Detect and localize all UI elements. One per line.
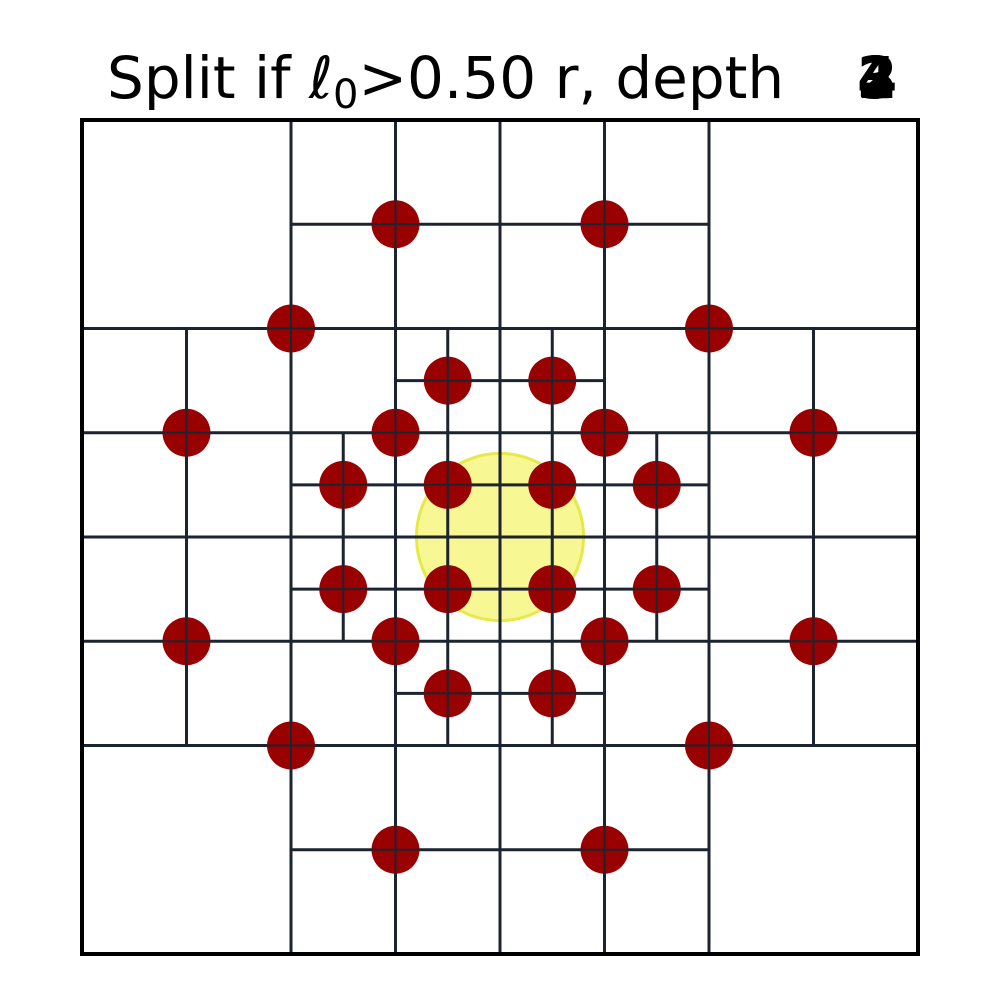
- plot-area: [80, 118, 920, 956]
- particle-grid-overlay: [82, 120, 918, 954]
- title-depth-digit: 4: [857, 44, 897, 112]
- title-overlapping-depth-digits: 2 3 4: [857, 44, 897, 112]
- domain-frame: [80, 118, 920, 956]
- title-depth-digit: 3: [857, 44, 897, 112]
- title-depth-digit: 2: [857, 44, 897, 112]
- title-prefix: Split if: [107, 44, 309, 112]
- title-subscript: 0: [333, 72, 358, 118]
- figure-title: Split if ℓ0>0.50 r, depth: [107, 44, 784, 118]
- title-ell-symbol: ℓ: [308, 44, 333, 112]
- title-suffix: >0.50 r, depth: [358, 44, 784, 112]
